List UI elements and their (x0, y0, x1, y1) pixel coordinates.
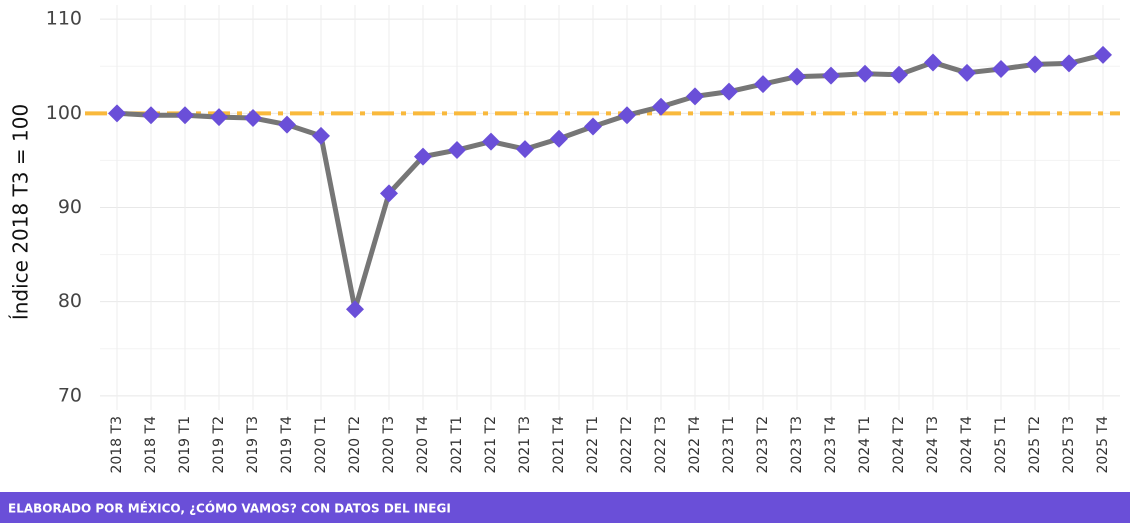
point-marker (924, 53, 942, 72)
point-marker (346, 300, 364, 319)
x-tick-label: 2025 T3 (1061, 416, 1077, 474)
footer-text: ELABORADO POR MÉXICO, ¿CÓMO VAMOS? CON D… (8, 501, 451, 516)
point-marker (890, 65, 908, 84)
x-tick-label: 2020 T4 (415, 416, 431, 474)
y-tick-label: 100 (46, 102, 82, 124)
y-tick-label: 80 (58, 290, 82, 312)
point-marker (618, 106, 636, 125)
point-marker (1060, 54, 1078, 73)
x-tick-label: 2019 T1 (177, 416, 193, 474)
x-tick-label: 2021 T3 (517, 416, 533, 474)
point-marker (822, 66, 840, 85)
point-marker (1094, 45, 1112, 64)
x-tick-label: 2024 T1 (857, 416, 873, 474)
point-marker (958, 63, 976, 82)
point-marker (210, 108, 228, 127)
x-tick-label: 2019 T4 (279, 416, 295, 474)
point-marker (278, 115, 296, 134)
point-marker (720, 82, 738, 101)
x-tick-label: 2021 T2 (483, 416, 499, 474)
point-marker (312, 126, 330, 145)
x-tick-label: 2019 T2 (211, 416, 227, 474)
point-marker (380, 184, 398, 203)
point-marker (550, 129, 568, 148)
x-tick-label: 2023 T1 (721, 416, 737, 474)
point-marker (992, 60, 1010, 79)
x-tick-label: 2025 T4 (1095, 416, 1111, 474)
x-tick-label: 2018 T4 (143, 416, 159, 474)
x-tick-label: 2025 T2 (1027, 416, 1043, 474)
x-tick-label: 2023 T4 (823, 416, 839, 474)
point-marker (482, 132, 500, 151)
point-marker (1026, 55, 1044, 74)
x-tick-label: 2023 T3 (789, 416, 805, 474)
x-tick-label: 2020 T2 (347, 416, 363, 474)
y-tick-label: 70 (58, 384, 82, 406)
y-tick-label: 90 (58, 196, 82, 218)
footer-bar (0, 492, 1130, 523)
point-marker (142, 106, 160, 125)
point-marker (856, 64, 874, 83)
x-tick-label: 2022 T3 (653, 416, 669, 474)
x-tick-label: 2022 T1 (585, 416, 601, 474)
point-marker (652, 97, 670, 116)
point-marker (244, 109, 262, 128)
x-tick-label: 2024 T3 (925, 416, 941, 474)
x-tick-label: 2022 T2 (619, 416, 635, 474)
point-marker (516, 140, 534, 159)
point-marker (686, 87, 704, 106)
x-tick-label: 2021 T4 (551, 416, 567, 474)
x-tick-label: 2025 T1 (993, 416, 1009, 474)
x-tick-label: 2024 T4 (959, 416, 975, 474)
x-tick-label: 2018 T3 (109, 416, 125, 474)
x-tick-label: 2019 T3 (245, 416, 261, 474)
point-marker (584, 117, 602, 136)
point-marker (108, 104, 126, 123)
point-marker (176, 106, 194, 125)
point-marker (788, 67, 806, 86)
point-marker (754, 75, 772, 94)
point-marker (448, 141, 466, 160)
x-tick-label: 2023 T2 (755, 416, 771, 474)
y-tick-label: 110 (46, 8, 82, 30)
x-tick-label: 2020 T3 (381, 416, 397, 474)
x-tick-label: 2024 T2 (891, 416, 907, 474)
x-tick-label: 2021 T1 (449, 416, 465, 474)
point-marker (414, 147, 432, 166)
x-tick-label: 2022 T4 (687, 416, 703, 474)
x-tick-label: 2020 T1 (313, 416, 329, 474)
y-axis-label: Índice 2018 T3 = 100 (9, 104, 33, 320)
